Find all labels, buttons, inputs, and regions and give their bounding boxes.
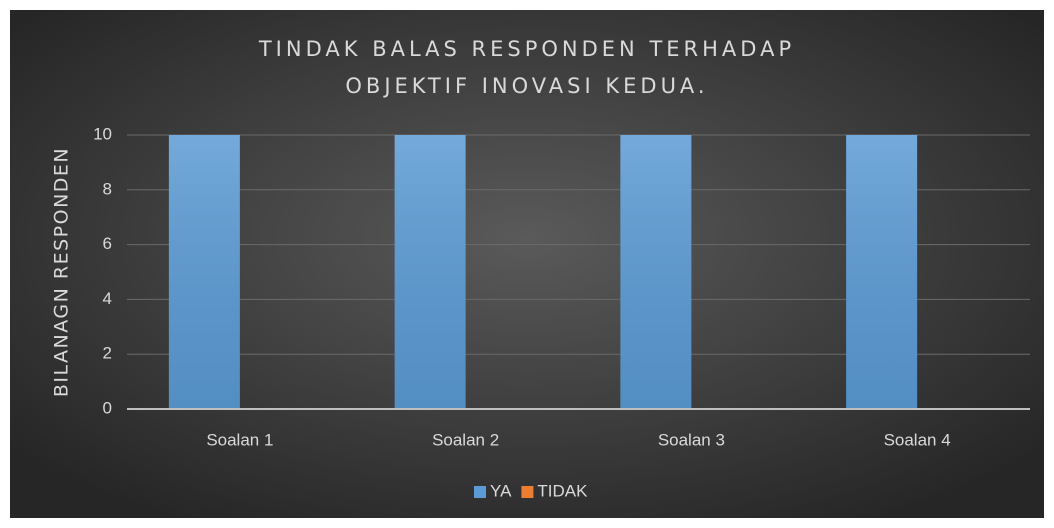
- bar-shade: [394, 135, 466, 409]
- bar-shade: [846, 135, 918, 409]
- x-tick-label: Soalan 1: [206, 430, 273, 449]
- y-tick-label: 10: [93, 124, 112, 143]
- x-tick-label: Soalan 3: [658, 430, 725, 449]
- bar-shade: [620, 135, 692, 409]
- legend-swatch: [521, 486, 534, 498]
- legend-label: YA: [490, 481, 512, 500]
- chart-title: TINDAK BALAS RESPONDEN TERHADAP OBJEKTIF …: [258, 37, 795, 98]
- legend-label: TIDAK: [537, 481, 588, 500]
- bar-shade: [168, 135, 240, 409]
- x-tick-label: Soalan 4: [884, 430, 951, 449]
- y-tick-label: 2: [103, 344, 112, 363]
- y-tick-label: 6: [103, 234, 112, 253]
- legend-swatch: [474, 486, 486, 498]
- y-tick-label: 0: [103, 398, 112, 417]
- x-tick-label: Soalan 2: [432, 430, 499, 449]
- y-axis-title: BILANAGN RESPONDEN: [51, 147, 73, 397]
- y-tick-label: 4: [103, 289, 112, 308]
- y-tick-label: 8: [103, 179, 112, 198]
